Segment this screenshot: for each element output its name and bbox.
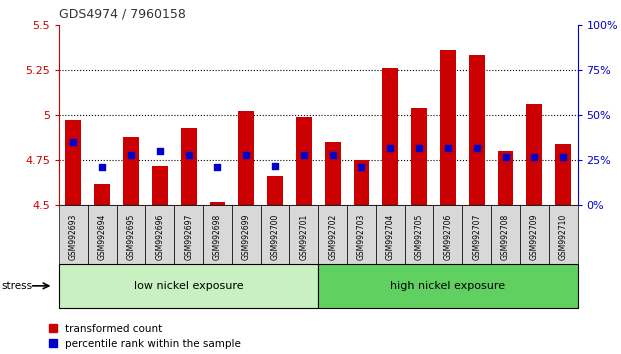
Bar [209,202,225,205]
Text: GSM992693: GSM992693 [69,214,78,260]
Bar [325,142,340,205]
Bar [469,56,484,205]
Point [558,154,568,159]
Bar [123,137,139,205]
Text: GSM992705: GSM992705 [415,214,424,260]
Text: GSM992698: GSM992698 [213,214,222,260]
Text: GSM992709: GSM992709 [530,214,539,260]
Bar [94,184,110,205]
Text: stress: stress [1,281,32,291]
Point [68,139,78,145]
Text: GSM992699: GSM992699 [242,214,251,260]
Bar [411,108,427,205]
Point [443,145,453,150]
Bar [181,128,197,205]
Point [529,154,539,159]
Point [385,145,395,150]
Point [356,165,366,170]
Point [242,152,252,158]
Bar [238,112,254,205]
Bar [555,144,571,205]
Text: GSM992701: GSM992701 [299,214,309,260]
Bar [65,120,81,205]
Text: GSM992704: GSM992704 [386,214,395,260]
Legend: transformed count, percentile rank within the sample: transformed count, percentile rank withi… [48,324,241,349]
Bar [152,166,168,205]
Text: GSM992697: GSM992697 [184,214,193,260]
Text: high nickel exposure: high nickel exposure [391,281,505,291]
Point [155,148,165,154]
Bar [353,160,369,205]
Text: low nickel exposure: low nickel exposure [134,281,243,291]
Text: GSM992695: GSM992695 [127,214,135,260]
Bar [267,176,283,205]
Text: GDS4974 / 7960158: GDS4974 / 7960158 [59,7,186,20]
Text: GSM992707: GSM992707 [472,214,481,260]
Text: GSM992700: GSM992700 [271,214,279,260]
Bar [527,104,542,205]
Bar [383,68,398,205]
Text: GSM992706: GSM992706 [443,214,452,260]
Text: GSM992696: GSM992696 [155,214,165,260]
Text: GSM992702: GSM992702 [328,214,337,260]
Bar [440,50,456,205]
Point [184,152,194,158]
Point [97,165,107,170]
Text: GSM992694: GSM992694 [97,214,107,260]
Point [328,152,338,158]
Bar [296,117,312,205]
Text: GSM992710: GSM992710 [559,214,568,260]
Text: GSM992708: GSM992708 [501,214,510,260]
Bar [497,151,514,205]
Point [299,152,309,158]
Point [270,163,280,169]
Point [126,152,136,158]
Point [212,165,222,170]
Text: GSM992703: GSM992703 [357,214,366,260]
Point [501,154,510,159]
Point [414,145,424,150]
Point [472,145,482,150]
